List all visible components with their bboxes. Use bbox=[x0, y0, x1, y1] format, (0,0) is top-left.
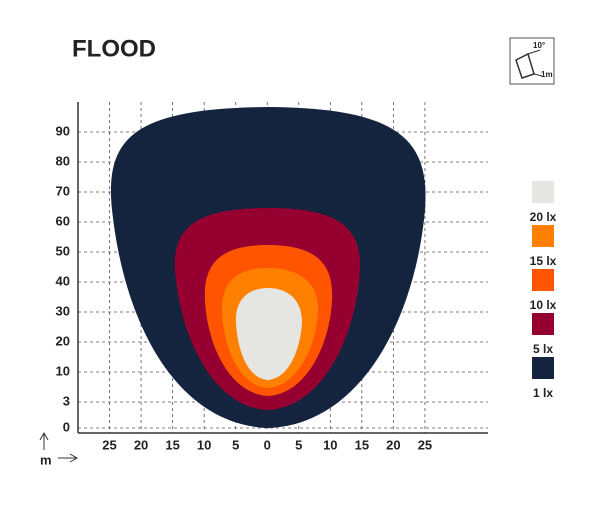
beam-icon: 10° 1m bbox=[509, 37, 555, 85]
y-tick-label: 10 bbox=[56, 363, 70, 378]
icon-angle: 10° bbox=[533, 41, 545, 50]
legend-swatch bbox=[532, 357, 554, 379]
y-tick-label: 90 bbox=[56, 123, 70, 138]
legend-label: 10 lx bbox=[530, 298, 557, 312]
legend-label: 15 lx bbox=[530, 254, 557, 268]
x-tick-label: 25 bbox=[418, 437, 432, 452]
legend-label: 5 lx bbox=[533, 342, 553, 356]
right-arrow bbox=[58, 453, 79, 463]
y-tick-label: 20 bbox=[56, 333, 70, 348]
icon-distance: 1m bbox=[541, 70, 553, 79]
x-tick-label: 10 bbox=[197, 437, 211, 452]
y-tick-label: 70 bbox=[56, 183, 70, 198]
x-tick-label: 20 bbox=[134, 437, 148, 452]
x-tick-label: 25 bbox=[102, 437, 116, 452]
x-tick-label: 5 bbox=[295, 437, 302, 452]
y-tick-label: 80 bbox=[56, 153, 70, 168]
x-tick-label: 20 bbox=[386, 437, 400, 452]
x-tick-label: 15 bbox=[165, 437, 179, 452]
legend-label: 1 lx bbox=[533, 386, 553, 400]
legend-swatch bbox=[532, 181, 554, 203]
isolux-contour bbox=[235, 288, 302, 380]
x-tick-label: 15 bbox=[355, 437, 369, 452]
y-tick-label: 60 bbox=[56, 213, 70, 228]
x-tick-label: 5 bbox=[232, 437, 239, 452]
up-arrow bbox=[39, 431, 49, 450]
legend-label: 20 lx bbox=[530, 210, 557, 224]
y-tick-label: 50 bbox=[56, 243, 70, 258]
legend-swatch bbox=[532, 313, 554, 335]
chart-title: FLOOD bbox=[72, 35, 156, 62]
legend-swatch bbox=[532, 269, 554, 291]
y-tick-label: 0 bbox=[63, 419, 70, 434]
y-tick-label: 30 bbox=[56, 303, 70, 318]
legend-swatch bbox=[532, 225, 554, 247]
y-tick-label: 3 bbox=[63, 393, 70, 408]
y-tick-label: 40 bbox=[56, 273, 70, 288]
x-tick-label: 10 bbox=[323, 437, 337, 452]
x-tick-label: 0 bbox=[264, 437, 271, 452]
axis-unit: m bbox=[40, 452, 52, 467]
